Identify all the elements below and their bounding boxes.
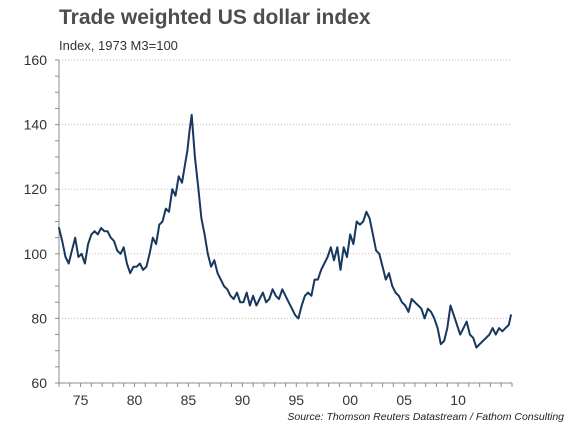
x-tick-label: 85 (181, 392, 197, 408)
chart-subtitle: Index, 1973 M3=100 (59, 38, 178, 53)
series-line (58, 113, 512, 349)
chart-title: Trade weighted US dollar index (59, 6, 371, 29)
source-note: Source: Thomson Reuters Datastream / Fat… (287, 411, 564, 423)
y-tick-label: 100 (24, 246, 48, 262)
x-tick-label: 90 (235, 392, 251, 408)
y-tick-label: 120 (24, 181, 48, 197)
x-tick-label: 95 (288, 392, 304, 408)
x-tick-label: 75 (73, 392, 89, 408)
y-tick-label: 80 (31, 310, 47, 326)
x-axis-ticks: 75 80 85 90 95 00 05 10 (58, 383, 513, 408)
y-tick-label: 160 (24, 52, 48, 68)
x-tick-label: 05 (396, 392, 412, 408)
axes (58, 60, 512, 384)
gridlines (59, 59, 512, 319)
y-tick-label: 140 (24, 117, 48, 133)
y-tick-label: 60 (31, 375, 47, 391)
y-axis-ticks: 60 80 100 120 140 160 (24, 52, 59, 391)
x-tick-label: 80 (127, 392, 143, 408)
series-group (58, 113, 512, 349)
x-tick-label: 10 (450, 392, 466, 408)
x-tick-label: 00 (342, 392, 358, 408)
